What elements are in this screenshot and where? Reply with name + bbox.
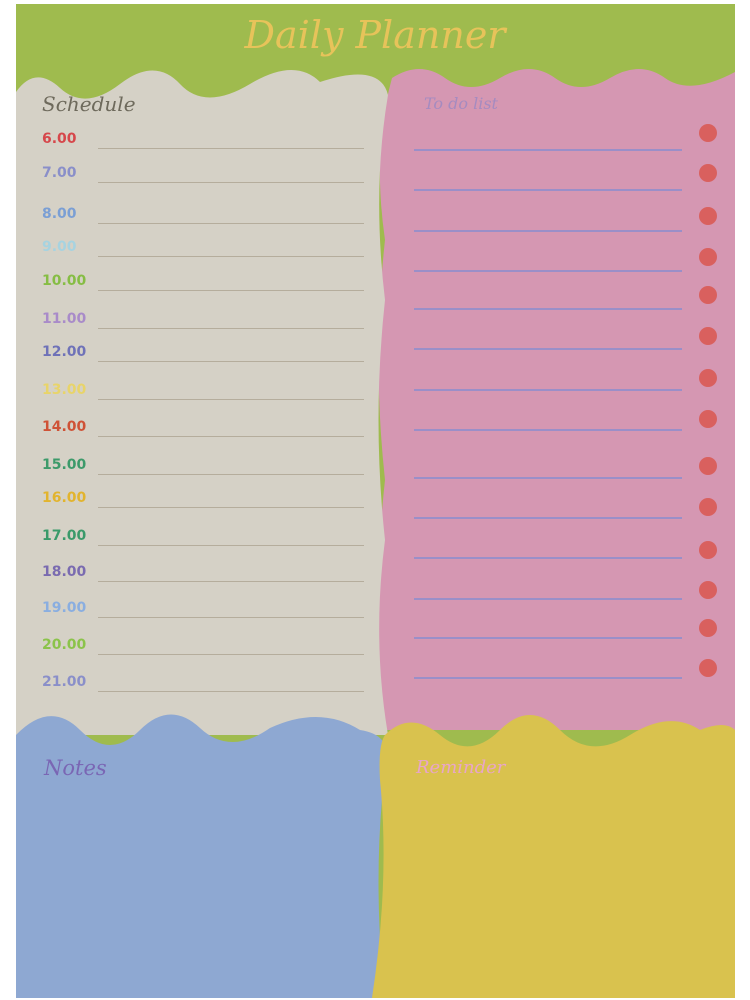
schedule-line[interactable] (98, 399, 364, 400)
schedule-line[interactable] (98, 361, 364, 362)
reminder-heading: Reminder (416, 757, 506, 778)
schedule-time: 7.00 (42, 165, 77, 181)
schedule-line[interactable] (98, 545, 364, 546)
todo-checkbox-dot[interactable] (699, 457, 717, 475)
todo-panel (376, 69, 735, 730)
todo-line[interactable] (414, 230, 682, 232)
todo-line[interactable] (414, 389, 682, 391)
todo-line[interactable] (414, 637, 682, 639)
todo-checkbox-dot[interactable] (699, 286, 717, 304)
schedule-time: 16.00 (42, 490, 87, 506)
todo-checkbox-dot[interactable] (699, 164, 717, 182)
schedule-time: 17.00 (42, 528, 87, 544)
schedule-heading: Schedule (42, 92, 136, 116)
schedule-line[interactable] (98, 581, 364, 582)
schedule-time: 12.00 (42, 344, 87, 360)
todo-checkbox-dot[interactable] (699, 207, 717, 225)
notes-heading: Notes (44, 756, 107, 780)
todo-line[interactable] (414, 429, 682, 431)
notes-panel (16, 714, 388, 998)
schedule-time: 21.00 (42, 674, 87, 690)
schedule-line[interactable] (98, 474, 364, 475)
schedule-line[interactable] (98, 507, 364, 508)
schedule-time: 6.00 (42, 131, 77, 147)
todo-checkbox-dot[interactable] (699, 541, 717, 559)
schedule-line[interactable] (98, 654, 364, 655)
todo-checkbox-dot[interactable] (699, 659, 717, 677)
schedule-line[interactable] (98, 691, 364, 692)
todo-line[interactable] (414, 598, 682, 600)
schedule-line[interactable] (98, 256, 364, 257)
schedule-time: 14.00 (42, 419, 87, 435)
schedule-panel (16, 69, 388, 735)
schedule-time: 19.00 (42, 600, 87, 616)
todo-checkbox-dot[interactable] (699, 248, 717, 266)
todo-line[interactable] (414, 677, 682, 679)
schedule-time: 10.00 (42, 273, 87, 289)
todo-line[interactable] (414, 477, 682, 479)
schedule-line[interactable] (98, 182, 364, 183)
todo-line[interactable] (414, 348, 682, 350)
todo-line[interactable] (414, 149, 682, 151)
schedule-line[interactable] (98, 148, 364, 149)
todo-line[interactable] (414, 517, 682, 519)
todo-checkbox-dot[interactable] (699, 498, 717, 516)
todo-checkbox-dot[interactable] (699, 410, 717, 428)
schedule-time: 11.00 (42, 311, 87, 327)
schedule-time: 20.00 (42, 637, 87, 653)
schedule-line[interactable] (98, 617, 364, 618)
todo-checkbox-dot[interactable] (699, 369, 717, 387)
schedule-time: 15.00 (42, 457, 87, 473)
todo-checkbox-dot[interactable] (699, 619, 717, 637)
todo-line[interactable] (414, 308, 682, 310)
schedule-time: 13.00 (42, 382, 87, 398)
schedule-line[interactable] (98, 290, 364, 291)
schedule-line[interactable] (98, 328, 364, 329)
schedule-line[interactable] (98, 436, 364, 437)
todo-line[interactable] (414, 557, 682, 559)
todo-checkbox-dot[interactable] (699, 581, 717, 599)
todo-line[interactable] (414, 189, 682, 191)
todo-checkbox-dot[interactable] (699, 327, 717, 345)
planner-title: Daily Planner (244, 13, 509, 57)
schedule-time: 9.00 (42, 239, 77, 255)
todo-heading: To do list (424, 94, 498, 113)
schedule-time: 8.00 (42, 206, 77, 222)
reminder-panel (372, 715, 735, 998)
todo-checkbox-dot[interactable] (699, 124, 717, 142)
todo-line[interactable] (414, 270, 682, 272)
schedule-time: 18.00 (42, 564, 87, 580)
schedule-line[interactable] (98, 223, 364, 224)
